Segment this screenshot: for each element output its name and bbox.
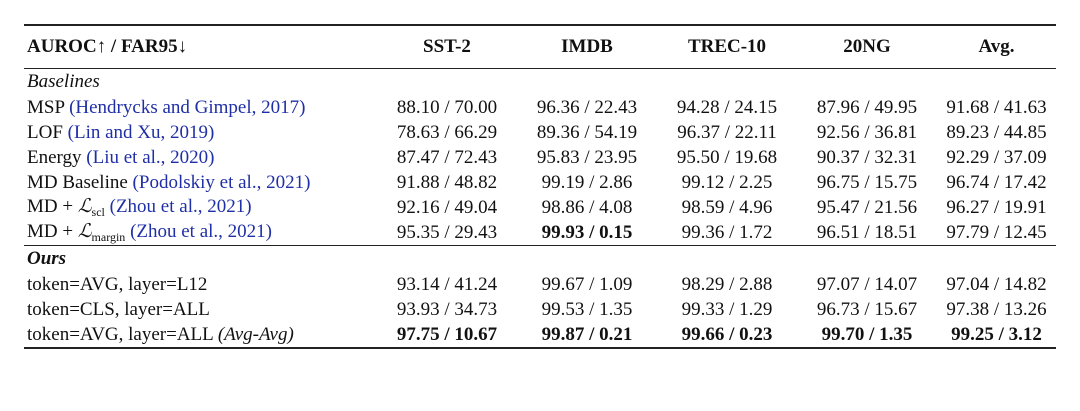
value-cell: 96.51 / 18.51 xyxy=(797,219,937,246)
value-cell: 93.93 / 34.73 xyxy=(396,298,498,320)
value-cell: 92.16 / 49.04 xyxy=(396,196,498,218)
value-cell: 96.27 / 19.91 xyxy=(946,196,1047,218)
method-name: LOF xyxy=(27,121,63,143)
value-cell: 90.37 / 32.31 xyxy=(816,146,918,168)
table-row: LOF (Lin and Xu, 2019) 78.63 / 66.29 89.… xyxy=(24,120,1056,145)
value-cell: 96.37 / 22.11 xyxy=(677,121,777,143)
value-cell: 89.36 / 54.19 xyxy=(536,121,638,143)
value-cell-best: 99.66 / 0.23 xyxy=(657,321,797,349)
results-table: AUROC↑ / FAR95↓ SST-2 IMDB TREC-10 20NG … xyxy=(24,24,1056,349)
value-cell: 99.36 / 1.72 xyxy=(657,219,797,246)
method-cell: MD + ℒmargin (Zhou et al., 2021) xyxy=(24,219,377,246)
value-cell: 98.29 / 2.88 xyxy=(681,273,773,295)
value-cell-best: 99.70 / 1.35 xyxy=(797,321,937,349)
table-header: AUROC↑ / FAR95↓ SST-2 IMDB TREC-10 20NG … xyxy=(24,24,1056,69)
value-cell: 87.47 / 72.43 xyxy=(396,146,498,168)
value-cell: 95.35 / 29.43 xyxy=(377,219,517,246)
value-cell: 99.33 / 1.29 xyxy=(681,298,773,320)
table-row: Energy (Liu et al., 2020) 87.47 / 72.43 … xyxy=(24,145,1056,170)
value-cell: 95.50 / 19.68 xyxy=(676,146,778,168)
section-title-baselines: Baselines xyxy=(27,71,100,92)
value-cell: 96.74 / 17.42 xyxy=(946,171,1047,193)
method-cell: MD Baseline (Podolskiy et al., 2021) xyxy=(24,170,377,195)
value-cell: 95.47 / 21.56 xyxy=(816,196,918,218)
citation-link[interactable]: (Lin and Xu, 2019) xyxy=(67,121,215,143)
value-cell: 99.53 / 1.35 xyxy=(541,298,633,320)
value-cell-best: 99.25 / 3.12 xyxy=(937,321,1056,349)
value-cell: 97.38 / 13.26 xyxy=(946,298,1047,320)
col-header-sst2: SST-2 xyxy=(377,24,517,69)
citation-link[interactable]: (Zhou et al., 2021) xyxy=(130,220,272,242)
method-cell: LOF (Lin and Xu, 2019) xyxy=(24,120,377,145)
value-cell: 97.04 / 14.82 xyxy=(946,273,1047,295)
col-header-20ng: 20NG xyxy=(797,24,937,69)
col-header-trec10: TREC-10 xyxy=(657,24,797,69)
value-cell: 95.83 / 23.95 xyxy=(536,146,638,168)
table-row: token=AVG, layer=ALL (Avg-Avg) 97.75 / 1… xyxy=(24,321,1056,349)
value-cell: 89.23 / 44.85 xyxy=(946,121,1047,143)
value-cell: 94.28 / 24.15 xyxy=(676,96,778,118)
table-row: MD Baseline (Podolskiy et al., 2021) 91.… xyxy=(24,170,1056,195)
method-cell: Energy (Liu et al., 2020) xyxy=(24,145,377,170)
value-cell: 87.96 / 49.95 xyxy=(816,96,918,118)
value-cell: 99.67 / 1.09 xyxy=(541,273,633,295)
table-row: token=AVG, layer=L12 93.14 / 41.24 99.67… xyxy=(24,272,1056,297)
table-row: token=CLS, layer=ALL 93.93 / 34.73 99.53… xyxy=(24,297,1056,322)
table-row: MD + ℒscl (Zhou et al., 2021) 92.16 / 49… xyxy=(24,195,1056,220)
citation-link[interactable]: (Zhou et al., 2021) xyxy=(109,195,252,217)
value-cell: 98.59 / 4.96 xyxy=(681,196,773,218)
citation-link[interactable]: (Hendrycks and Gimpel, 2017) xyxy=(69,96,306,118)
method-name: MD Baseline xyxy=(27,171,128,193)
method-name: MSP xyxy=(27,96,65,118)
value-cell: 91.68 / 41.63 xyxy=(946,96,1047,118)
citation-link[interactable]: (Podolskiy et al., 2021) xyxy=(132,171,311,193)
value-cell: 97.79 / 12.45 xyxy=(937,219,1056,246)
method-name-prefix: MD + xyxy=(27,220,78,242)
citation-link[interactable]: (Liu et al., 2020) xyxy=(86,146,215,168)
value-cell-best: 97.75 / 10.67 xyxy=(377,321,517,349)
value-cell: 96.36 / 22.43 xyxy=(536,96,638,118)
loss-symbol: ℒ xyxy=(77,219,92,242)
method-cell: MSP (Hendrycks and Gimpel, 2017) xyxy=(24,95,377,120)
value-cell: 78.63 / 66.29 xyxy=(396,121,498,143)
value-cell: 99.12 / 2.25 xyxy=(681,171,773,193)
method-cell: token=CLS, layer=ALL xyxy=(27,298,210,320)
col-header-avg: Avg. xyxy=(937,24,1056,69)
section-row-ours: Ours xyxy=(24,245,1056,272)
method-cell: MD + ℒscl (Zhou et al., 2021) xyxy=(24,195,377,220)
value-cell: 91.88 / 48.82 xyxy=(396,171,498,193)
loss-subscript: margin xyxy=(91,229,126,244)
method-name: Energy xyxy=(27,146,82,168)
method-cell: token=AVG, layer=ALL (Avg-Avg) xyxy=(24,321,377,349)
table-row: MD + ℒmargin (Zhou et al., 2021) 95.35 /… xyxy=(24,219,1056,246)
value-cell-best: 99.87 / 0.21 xyxy=(517,321,657,349)
loss-symbol: ℒ xyxy=(77,194,92,217)
method-name: token=AVG, layer=ALL xyxy=(27,323,214,345)
value-cell: 96.73 / 15.67 xyxy=(816,298,918,320)
section-title-ours: Ours xyxy=(27,248,67,269)
value-cell-best: 99.93 / 0.15 xyxy=(517,219,657,246)
value-cell: 92.29 / 37.09 xyxy=(946,146,1047,168)
value-cell: 99.19 / 2.86 xyxy=(541,171,633,193)
metric-header: AUROC↑ / FAR95↓ xyxy=(24,24,377,69)
method-name-prefix: MD + xyxy=(27,195,78,217)
table-row: MSP (Hendrycks and Gimpel, 2017) 88.10 /… xyxy=(24,95,1056,120)
value-cell: 88.10 / 70.00 xyxy=(396,96,498,118)
value-cell: 92.56 / 36.81 xyxy=(816,121,918,143)
value-cell: 96.75 / 15.75 xyxy=(816,171,918,193)
col-header-imdb: IMDB xyxy=(517,24,657,69)
table-body: Baselines MSP (Hendrycks and Gimpel, 201… xyxy=(24,68,1056,349)
results-table-container: AUROC↑ / FAR95↓ SST-2 IMDB TREC-10 20NG … xyxy=(24,24,1056,349)
method-alias: (Avg-Avg) xyxy=(217,323,294,345)
header-row: AUROC↑ / FAR95↓ SST-2 IMDB TREC-10 20NG … xyxy=(24,24,1056,69)
value-cell: 93.14 / 41.24 xyxy=(396,273,498,295)
section-row-baselines: Baselines xyxy=(24,68,1056,95)
loss-subscript: scl xyxy=(91,204,105,219)
method-cell: token=AVG, layer=L12 xyxy=(27,273,208,295)
value-cell: 97.07 / 14.07 xyxy=(816,273,918,295)
value-cell: 98.86 / 4.08 xyxy=(541,196,633,218)
